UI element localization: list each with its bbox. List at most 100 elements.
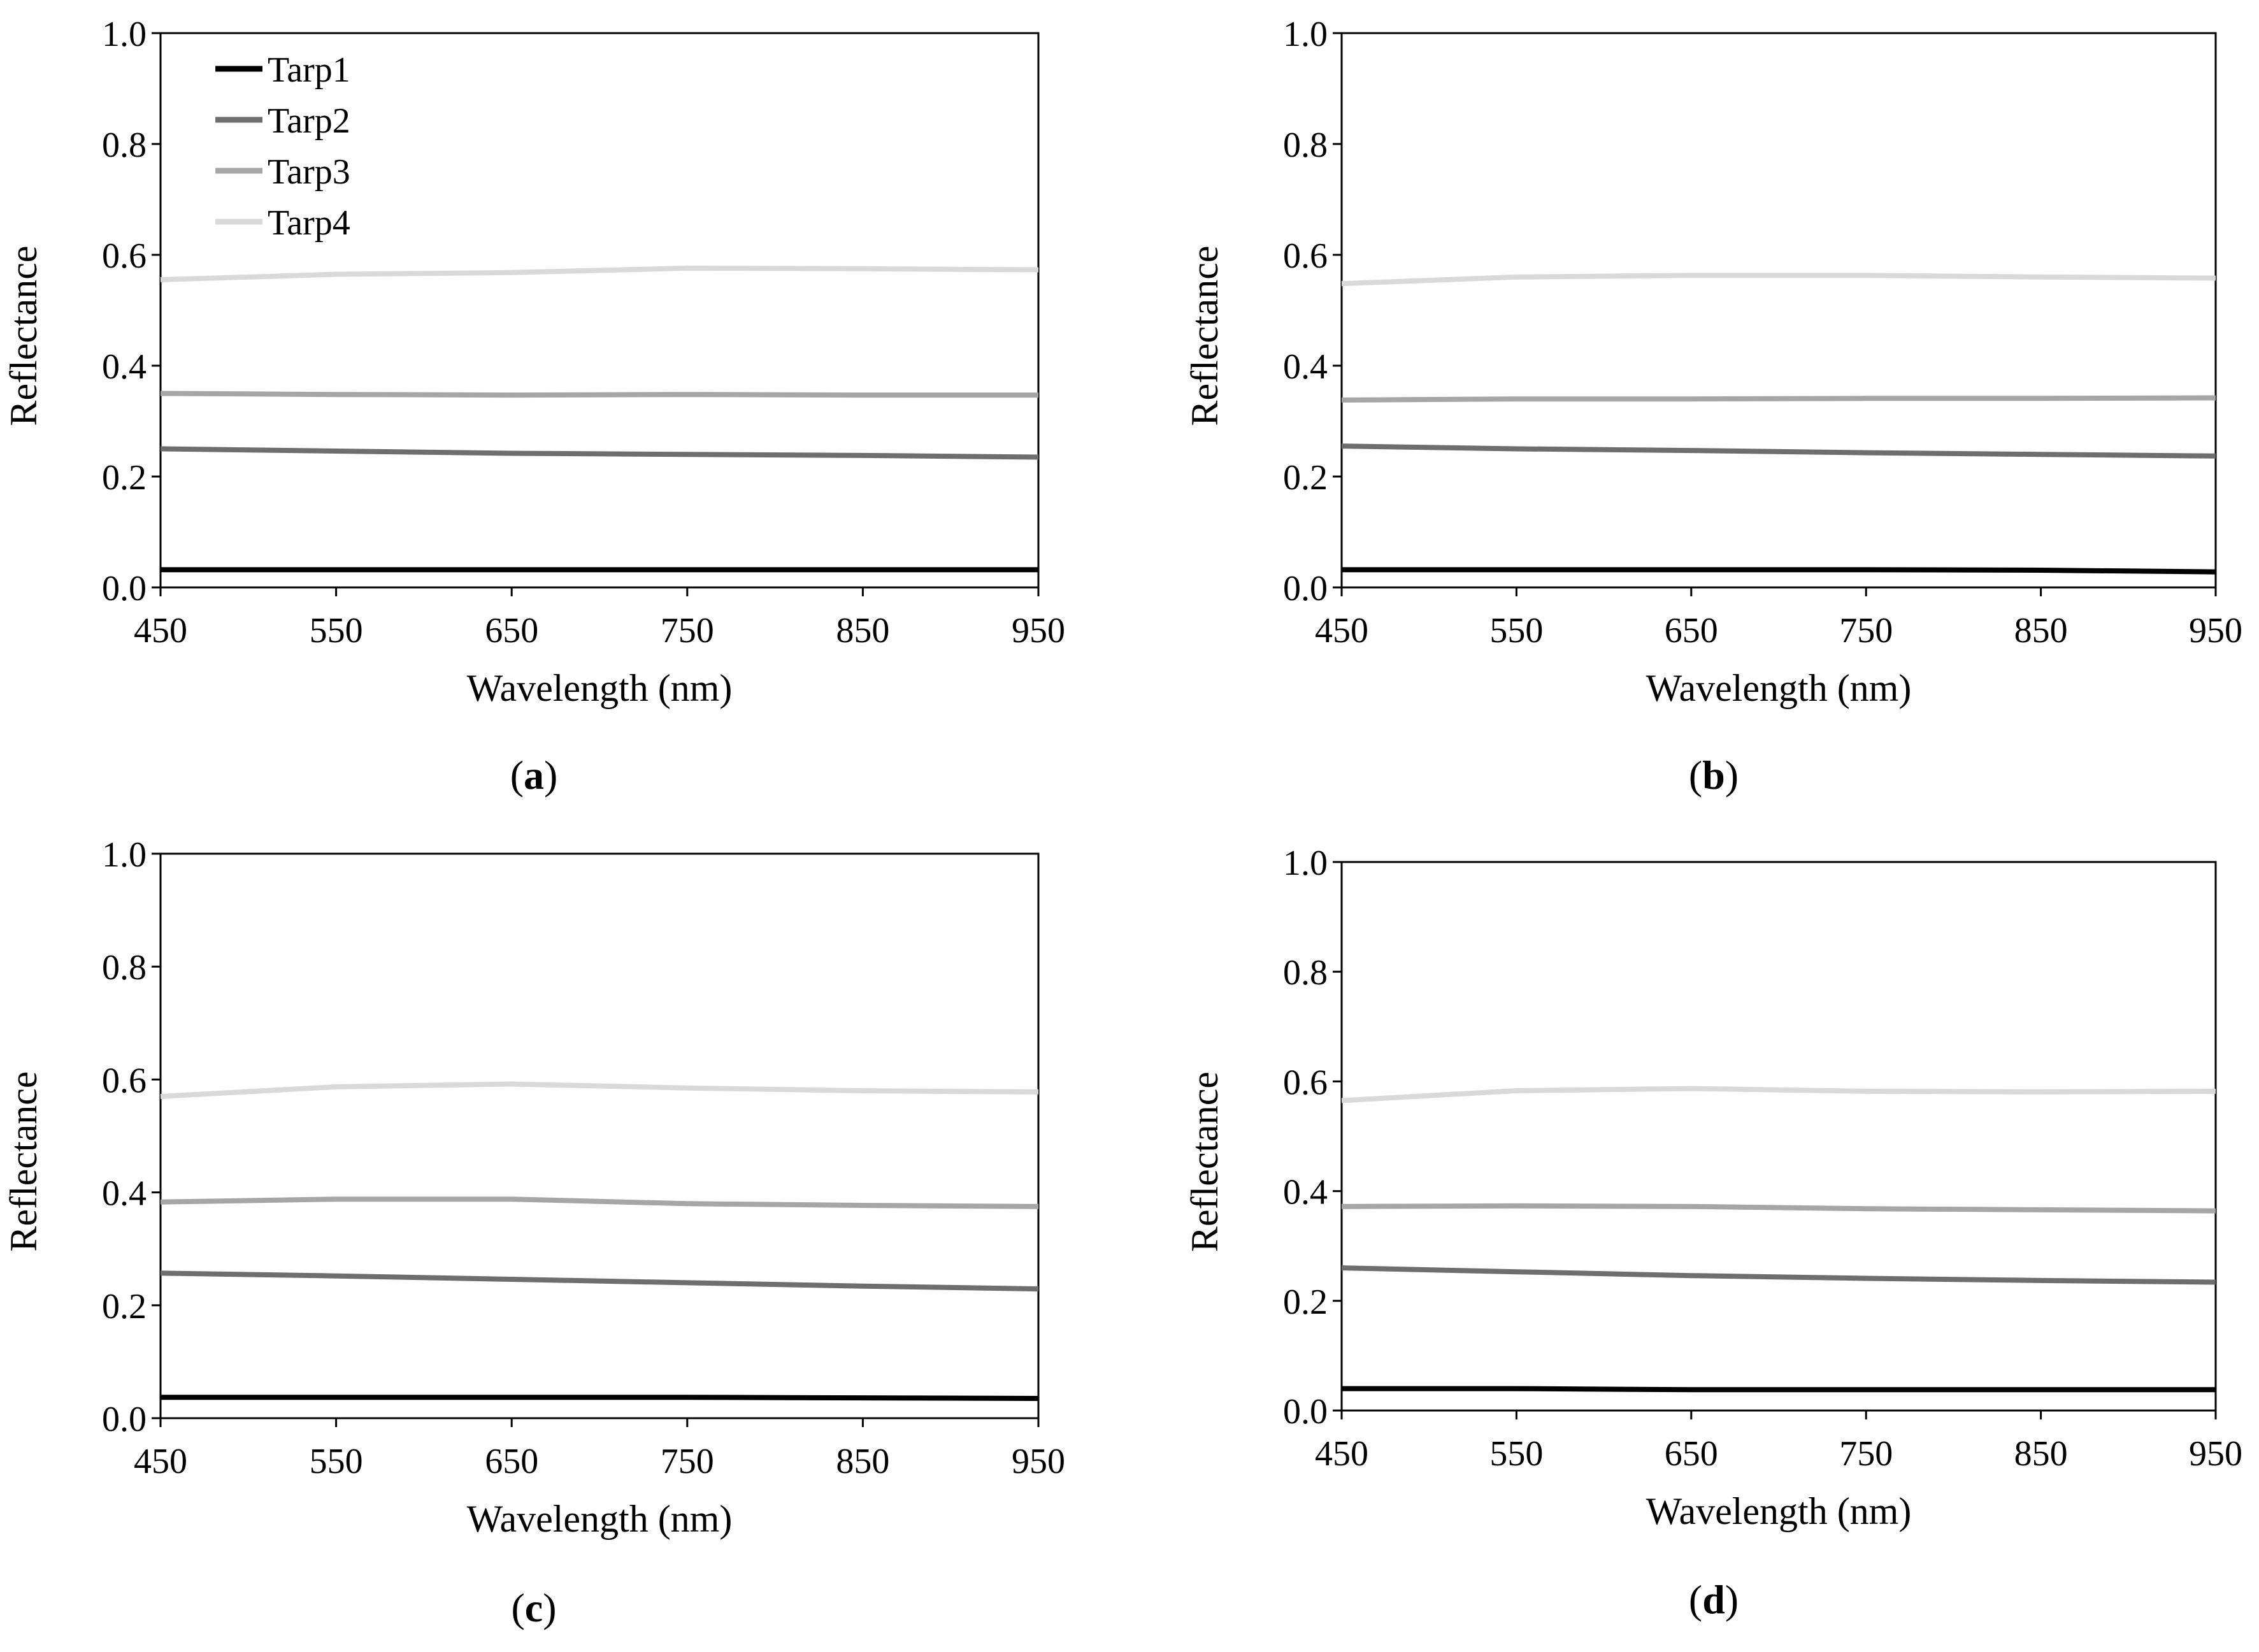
x-tick-label: 550 xyxy=(310,1442,363,1481)
x-tick-label: 850 xyxy=(2014,1434,2068,1474)
y-tick-label: 0.8 xyxy=(102,948,147,988)
plot-frame xyxy=(1340,32,2217,589)
x-tick-label: 450 xyxy=(1315,1434,1368,1474)
y-axis-label: Reflectance xyxy=(3,1071,45,1251)
caption-open: ( xyxy=(1689,1577,1702,1622)
caption-letter: a xyxy=(524,752,544,798)
x-tick-label: 550 xyxy=(310,611,363,650)
series-line-tarp2 xyxy=(1341,1265,2216,1285)
caption-open: ( xyxy=(510,752,524,798)
y-tick-label: 0.0 xyxy=(1283,1392,1328,1432)
plot-frame xyxy=(1340,861,2217,1412)
x-tick-label: 650 xyxy=(1665,611,1718,650)
x-tick-label: 650 xyxy=(485,1442,538,1481)
y-tick-label: 0.0 xyxy=(1283,569,1328,608)
y-tick-label: 0.4 xyxy=(102,1174,147,1214)
x-tick-label: 950 xyxy=(1012,611,1065,650)
series-line-tarp1 xyxy=(161,1395,1039,1401)
legend-label-tarp2: Tarp2 xyxy=(268,101,350,141)
x-tick-label: 950 xyxy=(2189,1434,2242,1474)
y-tick-label: 0.2 xyxy=(1283,1282,1328,1322)
caption-open: ( xyxy=(1689,752,1702,798)
caption-close: ) xyxy=(1725,752,1739,798)
y-tick-label: 0.4 xyxy=(1283,347,1328,387)
y-tick-label: 0.6 xyxy=(102,1061,147,1100)
y-tick-label: 0.6 xyxy=(102,236,147,276)
series-line-tarp4 xyxy=(160,265,1039,283)
chart-panel-c: 0.0 0.2 0.4 0.6 0.8 1.0 450 550 650 750 850 950 Wave… xyxy=(3,835,1065,1630)
plot-frame xyxy=(159,852,1040,1419)
caption-letter: b xyxy=(1702,752,1725,798)
x-tick-label: 750 xyxy=(661,1442,714,1481)
x-axis-label: Wavelength (nm) xyxy=(467,1498,733,1540)
series-line-tarp2 xyxy=(160,446,1039,460)
chart-panel-b: 0.0 0.2 0.4 0.6 0.8 1.0 450 550 650 750 850 950 Wave… xyxy=(1184,15,2242,798)
y-tick-label: 0.4 xyxy=(1283,1173,1328,1212)
x-tick-label: 650 xyxy=(1665,1434,1718,1474)
x-tick-label: 550 xyxy=(1489,611,1543,650)
x-tick-label: 950 xyxy=(1012,1442,1065,1481)
y-tick-label: 0.8 xyxy=(102,126,147,165)
x-tick-label: 850 xyxy=(2014,611,2068,650)
panel-caption: (d) xyxy=(1689,1577,1739,1622)
y-tick-label: 0.6 xyxy=(1283,236,1328,276)
panel-caption: (c) xyxy=(511,1585,556,1630)
y-tick-label: 1.0 xyxy=(102,15,147,54)
panel-caption: (b) xyxy=(1689,752,1739,798)
x-tick-label: 850 xyxy=(836,611,889,650)
x-tick-label: 450 xyxy=(134,611,187,650)
caption-close: ) xyxy=(1725,1577,1739,1622)
y-tick-label: 0.6 xyxy=(1283,1063,1328,1102)
x-tick-label: 950 xyxy=(2189,611,2242,650)
series-line-tarp3 xyxy=(160,1196,1039,1209)
x-tick-label: 650 xyxy=(485,611,538,650)
x-tick-label: 850 xyxy=(836,1442,889,1481)
series-line-tarp4 xyxy=(160,1081,1039,1099)
y-axis-label: Reflectance xyxy=(1184,245,1226,426)
y-tick-label: 0.8 xyxy=(1283,126,1328,165)
panel-caption: (a) xyxy=(510,752,558,798)
caption-letter: c xyxy=(525,1585,543,1630)
series-line-tarp1 xyxy=(1342,1386,2216,1393)
series-line-tarp4 xyxy=(1341,273,2216,287)
legend-label-tarp1: Tarp1 xyxy=(268,50,350,90)
y-tick-label: 0.2 xyxy=(1283,458,1328,498)
x-tick-label: 550 xyxy=(1489,1434,1543,1474)
y-tick-label: 1.0 xyxy=(102,835,147,875)
y-tick-label: 0.2 xyxy=(102,1287,147,1326)
caption-open: ( xyxy=(511,1585,524,1630)
y-tick-label: 0.2 xyxy=(102,458,147,498)
series-line-tarp2 xyxy=(1341,443,2216,459)
x-tick-label: 750 xyxy=(661,611,714,650)
y-axis-label: Reflectance xyxy=(1184,1072,1226,1252)
legend-label-tarp4: Tarp4 xyxy=(268,203,350,243)
series-line-tarp2 xyxy=(160,1270,1039,1292)
y-axis-label: Reflectance xyxy=(3,245,45,426)
plot-frame xyxy=(159,32,1040,589)
caption-close: ) xyxy=(543,1585,556,1630)
y-tick-label: 0.0 xyxy=(102,569,147,608)
chart-panel-a: 0.0 0.2 0.4 0.6 0.8 1.0 450 550 650 750 850 950 Wave… xyxy=(3,15,1065,798)
series-line-tarp4 xyxy=(1341,1086,2216,1103)
chart-panel-d: 0.0 0.2 0.4 0.6 0.8 1.0 450 550 650 750 850 950 Wave… xyxy=(1184,844,2242,1622)
legend-label-tarp3: Tarp3 xyxy=(268,152,350,192)
x-tick-label: 750 xyxy=(1839,1434,1893,1474)
x-tick-label: 450 xyxy=(1315,611,1368,650)
x-tick-label: 750 xyxy=(1839,611,1893,650)
x-axis-label: Wavelength (nm) xyxy=(1646,667,1912,709)
caption-close: ) xyxy=(544,752,557,798)
series-line-tarp3 xyxy=(1341,395,2216,403)
y-tick-label: 0.4 xyxy=(102,347,147,387)
y-tick-label: 0.8 xyxy=(1283,953,1328,993)
series-line-tarp3 xyxy=(1341,1203,2216,1214)
x-axis-label: Wavelength (nm) xyxy=(467,667,733,709)
y-tick-label: 0.0 xyxy=(102,1400,147,1439)
caption-letter: d xyxy=(1702,1577,1725,1622)
series-line-tarp1 xyxy=(1342,567,2216,575)
x-tick-label: 450 xyxy=(134,1442,187,1481)
series-line-tarp3 xyxy=(160,391,1038,398)
y-tick-label: 1.0 xyxy=(1283,844,1328,883)
x-axis-label: Wavelength (nm) xyxy=(1646,1490,1912,1532)
y-tick-label: 1.0 xyxy=(1283,15,1328,54)
